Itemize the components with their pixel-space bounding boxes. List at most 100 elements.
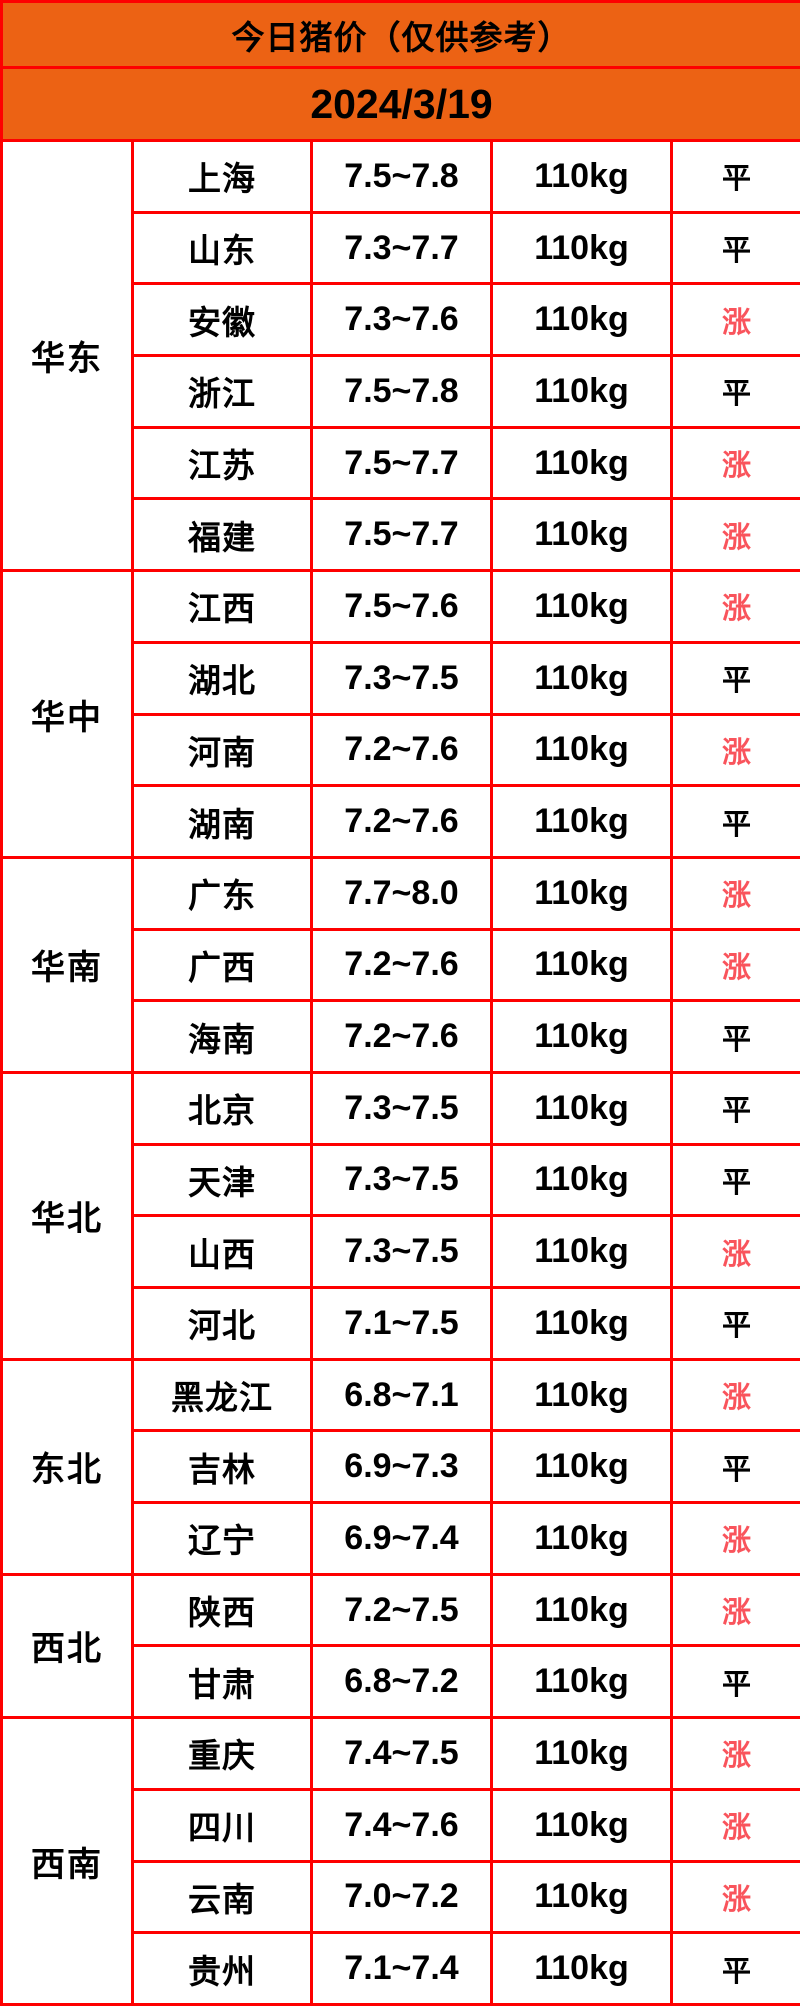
province-cell: 浙江 xyxy=(131,354,313,429)
trend-cell: 涨 xyxy=(669,1357,800,1433)
table-row: 浙江 7.5~7.8 110kg 平 xyxy=(2,354,800,429)
price-range-cell: 7.3~7.6 xyxy=(310,282,493,358)
table-row: 华中 江西 7.5~7.6 110kg 涨 xyxy=(0,569,800,859)
price-range-cell: 7.4~7.5 xyxy=(310,1716,493,1791)
weight-cell: 110kg xyxy=(490,1931,673,2006)
region-cell: 西北 xyxy=(0,1572,134,1720)
table-row: 云南 7.0~7.2 110kg 涨 xyxy=(2,1859,800,1935)
table-row: 海南 7.2~7.6 110kg 平 xyxy=(2,999,800,1074)
trend-cell: 平 xyxy=(669,210,800,286)
table-row: 华北 北京 7.3~7.5 110kg 平 xyxy=(0,1070,800,1361)
province-cell: 山东 xyxy=(131,210,313,286)
province-cell: 贵州 xyxy=(131,1931,313,2006)
weight-cell: 110kg xyxy=(490,1644,673,1720)
weight-cell: 110kg xyxy=(490,210,673,286)
table-row: 辽宁 6.9~7.4 110kg 涨 xyxy=(2,1501,800,1576)
price-range-cell: 7.7~8.0 xyxy=(310,855,493,931)
price-range-cell: 7.5~7.7 xyxy=(310,497,493,573)
price-range-cell: 7.4~7.6 xyxy=(310,1787,493,1863)
title-row: 今日猪价（仅供参考） xyxy=(0,0,800,69)
price-range-cell: 7.1~7.4 xyxy=(310,1931,493,2006)
weight-cell: 110kg xyxy=(490,497,673,573)
trend-cell: 涨 xyxy=(669,1787,800,1863)
table-row: 湖南 7.2~7.6 110kg 平 xyxy=(2,784,800,859)
price-range-cell: 7.5~7.8 xyxy=(310,354,493,429)
price-range-cell: 7.2~7.6 xyxy=(310,784,493,859)
table-row: 山西 7.3~7.5 110kg 涨 xyxy=(2,1214,800,1289)
weight-cell: 110kg xyxy=(490,784,673,859)
table-row: 天津 7.3~7.5 110kg 平 xyxy=(2,1142,800,1218)
table-row: 甘肃 6.8~7.2 110kg 平 xyxy=(2,1644,800,1720)
weight-cell: 110kg xyxy=(490,1286,673,1361)
weight-cell: 110kg xyxy=(490,282,673,358)
weight-cell: 110kg xyxy=(490,354,673,429)
price-range-cell: 7.3~7.7 xyxy=(310,210,493,286)
table-row: 东北 黑龙江 6.8~7.1 110kg 涨 xyxy=(0,1357,800,1576)
price-range-cell: 7.2~7.6 xyxy=(310,927,493,1003)
province-cell: 天津 xyxy=(131,1142,313,1218)
price-range-cell: 6.8~7.1 xyxy=(310,1357,493,1433)
weight-cell: 110kg xyxy=(490,1214,673,1289)
province-cell: 河南 xyxy=(131,712,313,788)
trend-cell: 涨 xyxy=(669,425,800,501)
table-row: 河北 7.1~7.5 110kg 平 xyxy=(2,1286,800,1361)
trend-cell: 涨 xyxy=(669,1572,800,1648)
province-cell: 云南 xyxy=(131,1859,313,1935)
trend-cell: 涨 xyxy=(669,569,800,644)
price-range-cell: 7.5~7.8 xyxy=(310,139,493,214)
province-cell: 陕西 xyxy=(131,1572,313,1648)
trend-cell: 平 xyxy=(669,999,800,1074)
region-cell: 西南 xyxy=(0,1716,134,2006)
trend-cell: 涨 xyxy=(669,927,800,1003)
weight-cell: 110kg xyxy=(490,1142,673,1218)
province-cell: 福建 xyxy=(131,497,313,573)
region-cell: 东北 xyxy=(0,1357,134,1576)
region-cell: 华东 xyxy=(0,138,134,573)
weight-cell: 110kg xyxy=(490,1429,673,1505)
weight-cell: 110kg xyxy=(490,640,673,716)
table-row: 广西 7.2~7.6 110kg 涨 xyxy=(2,927,800,1003)
weight-cell: 110kg xyxy=(490,425,673,501)
trend-cell: 涨 xyxy=(669,282,800,358)
weight-cell: 110kg xyxy=(490,1716,673,1791)
weight-cell: 110kg xyxy=(490,712,673,788)
province-cell: 辽宁 xyxy=(131,1501,313,1576)
weight-cell: 110kg xyxy=(490,855,673,931)
weight-cell: 110kg xyxy=(490,139,673,214)
trend-cell: 平 xyxy=(669,1142,800,1218)
province-cell: 广东 xyxy=(131,855,313,931)
price-range-cell: 6.9~7.4 xyxy=(310,1501,493,1576)
table-row: 西北 陕西 7.2~7.5 110kg 涨 xyxy=(0,1572,800,1720)
trend-cell: 涨 xyxy=(669,1214,800,1289)
price-range-cell: 7.5~7.6 xyxy=(310,569,493,644)
price-range-cell: 7.2~7.5 xyxy=(310,1572,493,1648)
weight-cell: 110kg xyxy=(490,1501,673,1576)
region-cell: 华中 xyxy=(0,569,134,859)
province-cell: 山西 xyxy=(131,1214,313,1289)
table-row: 西南 重庆 7.4~7.5 110kg 涨 xyxy=(0,1716,800,2006)
price-range-cell: 7.3~7.5 xyxy=(310,1214,493,1289)
table-row: 四川 7.4~7.6 110kg 涨 xyxy=(2,1787,800,1863)
date-label: 2024/3/19 xyxy=(0,66,800,142)
trend-cell: 平 xyxy=(669,354,800,429)
province-cell: 黑龙江 xyxy=(131,1357,313,1433)
province-cell: 甘肃 xyxy=(131,1644,313,1720)
province-cell: 海南 xyxy=(131,999,313,1074)
price-range-cell: 7.5~7.7 xyxy=(310,425,493,501)
province-cell: 湖北 xyxy=(131,640,313,716)
trend-cell: 平 xyxy=(669,1644,800,1720)
trend-cell: 平 xyxy=(669,139,800,214)
price-range-cell: 6.9~7.3 xyxy=(310,1429,493,1505)
trend-cell: 涨 xyxy=(669,497,800,573)
trend-cell: 平 xyxy=(669,640,800,716)
province-cell: 河北 xyxy=(131,1286,313,1361)
price-range-cell: 7.3~7.5 xyxy=(310,1070,493,1146)
table-row: 河南 7.2~7.6 110kg 涨 xyxy=(2,712,800,788)
weight-cell: 110kg xyxy=(490,927,673,1003)
price-range-cell: 7.2~7.6 xyxy=(310,712,493,788)
trend-cell: 涨 xyxy=(669,1716,800,1791)
province-cell: 北京 xyxy=(131,1070,313,1146)
table-row: 安徽 7.3~7.6 110kg 涨 xyxy=(2,282,800,358)
table-row: 山东 7.3~7.7 110kg 平 xyxy=(2,210,800,286)
table-row: 湖北 7.3~7.5 110kg 平 xyxy=(2,640,800,716)
